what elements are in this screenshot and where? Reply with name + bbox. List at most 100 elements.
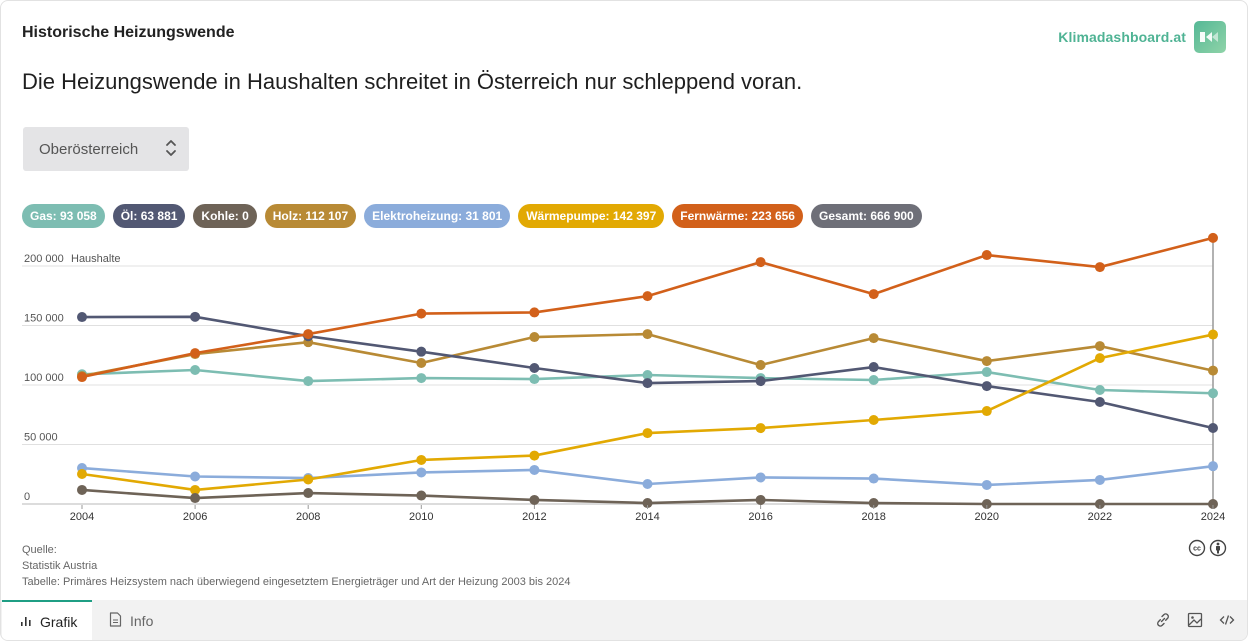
document-icon — [109, 612, 122, 630]
line-chart: 0 50 000 100 000 150 000 200 000 Haushalte 20… — [22, 232, 1225, 523]
data-point[interactable] — [755, 257, 766, 268]
data-point[interactable] — [868, 498, 879, 509]
data-point[interactable] — [642, 329, 653, 340]
data-point[interactable] — [981, 367, 992, 378]
series-öl — [77, 311, 1218, 433]
data-point[interactable] — [1208, 461, 1218, 472]
data-point[interactable] — [1094, 499, 1105, 509]
data-point[interactable] — [642, 498, 653, 509]
data-point[interactable] — [190, 493, 201, 504]
data-point[interactable] — [190, 484, 201, 495]
data-point[interactable] — [1208, 499, 1218, 509]
data-point[interactable] — [868, 362, 879, 373]
y-unit-label: Haushalte — [71, 253, 121, 265]
embed-code-icon[interactable] — [1219, 612, 1235, 628]
tab-info-label: Info — [130, 613, 154, 629]
svg-text:cc: cc — [1193, 546, 1201, 553]
data-point[interactable] — [77, 312, 87, 323]
data-point[interactable] — [303, 376, 314, 387]
data-point[interactable] — [1094, 474, 1105, 485]
legend-pill[interactable]: Gas: 93 058 — [22, 204, 105, 228]
data-point[interactable] — [1094, 397, 1105, 408]
creative-commons-icon: cc — [1188, 539, 1206, 562]
data-point[interactable] — [416, 346, 427, 357]
legend-pill[interactable]: Kohle: 0 — [193, 204, 257, 228]
data-point[interactable] — [1208, 422, 1218, 433]
data-point[interactable] — [755, 376, 766, 387]
data-point[interactable] — [868, 473, 879, 484]
data-point[interactable] — [529, 494, 540, 505]
data-point[interactable] — [77, 484, 87, 495]
data-point[interactable] — [416, 373, 427, 384]
data-point[interactable] — [755, 472, 766, 483]
data-point[interactable] — [642, 428, 653, 439]
y-tick-label: 50 000 — [24, 432, 58, 444]
data-point[interactable] — [755, 494, 766, 505]
data-point[interactable] — [529, 307, 540, 318]
data-point[interactable] — [303, 488, 314, 499]
data-point[interactable] — [77, 469, 87, 480]
data-point[interactable] — [755, 360, 766, 371]
tab-grafik[interactable]: Grafik — [2, 600, 92, 640]
data-point[interactable] — [981, 479, 992, 490]
data-point[interactable] — [868, 333, 879, 344]
data-point[interactable] — [303, 329, 314, 340]
brand-link[interactable]: Klimadashboard.at — [1058, 21, 1226, 53]
data-point[interactable] — [529, 332, 540, 343]
y-tick-label: 200 000 — [24, 253, 64, 265]
data-point[interactable] — [642, 370, 653, 381]
legend-pill[interactable]: Gesamt: 666 900 — [810, 204, 922, 228]
data-point[interactable] — [416, 490, 427, 501]
attribution-icon — [1209, 539, 1227, 562]
legend-pill[interactable]: Wärmepumpe: 142 397 — [518, 204, 665, 228]
data-point[interactable] — [642, 479, 653, 490]
data-point[interactable] — [981, 381, 992, 392]
data-point[interactable] — [1094, 262, 1105, 273]
data-point[interactable] — [868, 414, 879, 425]
x-tick-label: 2022 — [1088, 511, 1112, 523]
data-point[interactable] — [981, 499, 992, 509]
data-point[interactable] — [303, 474, 314, 485]
image-download-icon[interactable] — [1187, 612, 1203, 628]
legend-pill[interactable]: Holz: 112 107 — [264, 204, 357, 228]
license-badges[interactable]: cc — [1188, 539, 1227, 562]
data-point[interactable] — [642, 378, 653, 389]
legend-pill[interactable]: Fernwärme: 223 656 — [672, 204, 803, 228]
data-point[interactable] — [190, 348, 201, 359]
data-point[interactable] — [529, 450, 540, 461]
data-point[interactable] — [1208, 329, 1218, 340]
data-point[interactable] — [529, 374, 540, 385]
data-point[interactable] — [529, 362, 540, 373]
region-select[interactable]: Oberösterreich — [23, 127, 189, 171]
data-point[interactable] — [190, 365, 201, 376]
data-point[interactable] — [868, 375, 879, 386]
data-point[interactable] — [1208, 232, 1218, 243]
data-point[interactable] — [1208, 388, 1218, 399]
x-tick-label: 2018 — [861, 511, 885, 523]
data-point[interactable] — [981, 356, 992, 367]
data-point[interactable] — [416, 454, 427, 465]
data-point[interactable] — [416, 357, 427, 368]
data-point[interactable] — [755, 423, 766, 434]
data-point[interactable] — [1208, 365, 1218, 376]
data-point[interactable] — [981, 250, 992, 261]
data-point[interactable] — [529, 464, 540, 475]
data-point[interactable] — [416, 467, 427, 478]
data-point[interactable] — [190, 311, 201, 322]
data-point[interactable] — [1094, 341, 1105, 352]
tab-info[interactable]: Info — [109, 600, 154, 640]
data-point[interactable] — [416, 308, 427, 319]
link-icon[interactable] — [1155, 612, 1171, 628]
legend-pill[interactable]: Elektroheizung: 31 801 — [364, 204, 511, 228]
data-point[interactable] — [981, 406, 992, 417]
data-point[interactable] — [1094, 353, 1105, 364]
data-point[interactable] — [77, 372, 87, 383]
data-point[interactable] — [642, 291, 653, 302]
footer-actions — [1155, 612, 1235, 628]
x-tick-label: 2024 — [1201, 511, 1225, 523]
legend-pill[interactable]: Öl: 63 881 — [112, 204, 186, 228]
data-point[interactable] — [868, 289, 879, 300]
data-point[interactable] — [190, 471, 201, 482]
data-point[interactable] — [1094, 384, 1105, 395]
